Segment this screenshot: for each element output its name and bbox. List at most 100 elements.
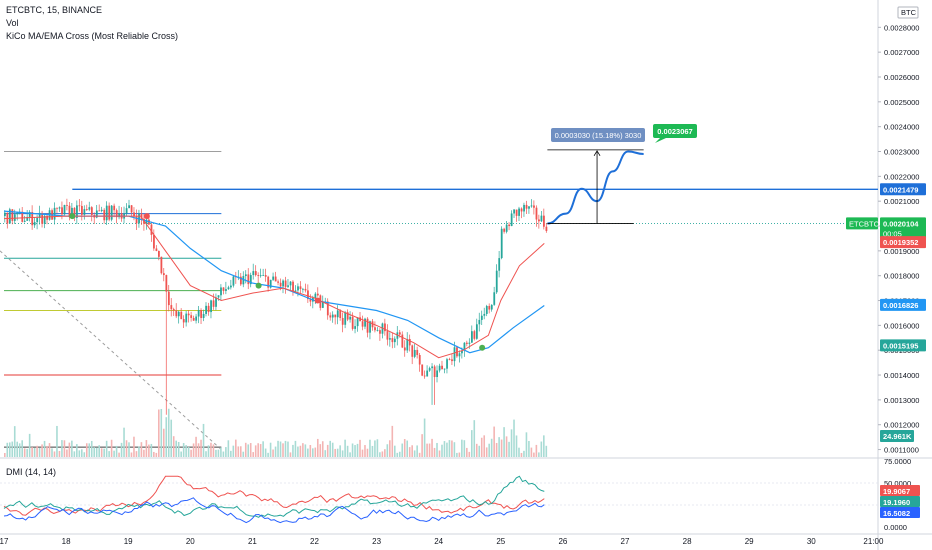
- volume-bar: [192, 443, 195, 457]
- candle-body: [513, 209, 516, 214]
- volume-bar: [68, 442, 71, 457]
- volume-bar: [389, 440, 391, 457]
- candle-body: [110, 205, 113, 220]
- candle-body: [453, 347, 456, 362]
- candle-body: [167, 291, 170, 306]
- volume-bar: [493, 426, 495, 457]
- candle-body: [38, 212, 41, 219]
- volume-bar: [354, 445, 356, 457]
- candle-body: [416, 349, 419, 355]
- candle-body: [326, 301, 329, 316]
- x-tick-label: 20: [186, 537, 195, 546]
- volume-bar: [182, 443, 185, 457]
- candle-body: [436, 370, 439, 378]
- candle-body: [421, 364, 424, 376]
- x-tick-label: 29: [745, 537, 754, 546]
- candle-body: [26, 216, 29, 221]
- volume-bar: [329, 440, 332, 457]
- symbol-header[interactable]: ETCBTC, 15, BINANCE: [6, 5, 103, 15]
- candle-body: [446, 359, 448, 369]
- candle-body: [299, 286, 302, 290]
- x-tick-label: 18: [62, 537, 71, 546]
- candle-body: [269, 279, 272, 288]
- candle-body: [81, 205, 83, 215]
- dmi-legend[interactable]: DMI (14, 14): [6, 467, 57, 477]
- candle-body: [165, 275, 168, 292]
- candle-body: [346, 312, 349, 320]
- volume-bar: [533, 452, 535, 457]
- volume-bar: [543, 435, 545, 457]
- volume-bar: [103, 448, 105, 457]
- y-tick-label: 0.0014000: [884, 371, 919, 380]
- y-tick-label: 0.0018000: [884, 272, 919, 281]
- volume-bar: [185, 445, 187, 457]
- volume-bar: [259, 444, 262, 457]
- volume-legend[interactable]: Vol: [6, 18, 19, 28]
- candle-body: [88, 207, 91, 210]
- candle-body: [98, 210, 101, 212]
- volume-bar: [538, 452, 540, 457]
- candle-body: [76, 205, 78, 218]
- candle-body: [23, 220, 26, 222]
- candle-body: [232, 276, 235, 286]
- volume-bar: [187, 446, 190, 457]
- volume-bar: [28, 433, 31, 457]
- target-badge-bg: [653, 124, 697, 138]
- volume-bar: [396, 452, 399, 457]
- volume-bar: [386, 444, 389, 457]
- volume-bar: [257, 443, 259, 457]
- y-tick-label: 0.0011000: [884, 446, 919, 455]
- indicator-legend[interactable]: KiCo MA/EMA Cross (Most Reliable Cross): [6, 31, 179, 41]
- resistance-badge-bg: [880, 183, 926, 196]
- volume-bar: [175, 440, 177, 457]
- volume-bar: [299, 445, 302, 457]
- volume-bar: [294, 440, 297, 457]
- candle-body: [461, 350, 463, 354]
- dmi-tick-label: 75.0000: [884, 457, 911, 466]
- candle-body: [379, 330, 381, 334]
- volume-bar: [485, 447, 488, 457]
- candle-body: [185, 313, 188, 323]
- volume-bar: [81, 449, 83, 457]
- volume-bar: [235, 439, 237, 457]
- ticker-badge-bg: [846, 217, 878, 230]
- candle-body: [403, 347, 406, 351]
- candle-body: [356, 317, 359, 327]
- candle-body: [334, 314, 337, 318]
- candle-body: [431, 366, 434, 369]
- candle-body: [83, 209, 86, 215]
- volume-bar: [384, 449, 386, 457]
- volume-badge-bg: [880, 430, 914, 442]
- candle-body: [217, 295, 220, 298]
- volume-bar: [130, 452, 133, 457]
- volume-bar: [190, 449, 192, 457]
- candle-body: [297, 286, 299, 291]
- candle-body: [369, 321, 371, 333]
- volume-bar: [23, 448, 26, 457]
- dmi-badge-bg: [880, 485, 920, 496]
- candle-body: [480, 315, 483, 320]
- volume-bar: [222, 451, 225, 457]
- x-tick-label: 28: [683, 537, 692, 546]
- candle-body: [341, 318, 344, 325]
- volume-bar: [93, 447, 96, 457]
- cross-marker: [255, 282, 262, 289]
- volume-bar: [36, 445, 38, 457]
- candle-body: [177, 311, 180, 317]
- volume-bar: [71, 440, 73, 457]
- volume-bar: [371, 445, 374, 457]
- trend-line: [0, 250, 222, 450]
- volume-bar: [197, 443, 200, 457]
- candle-body: [207, 305, 210, 313]
- volume-bar: [525, 432, 528, 457]
- volume-bar: [202, 423, 205, 457]
- candle-body: [515, 209, 518, 216]
- candle-body: [294, 290, 297, 292]
- x-tick-label: 22: [310, 537, 319, 546]
- candle-body: [244, 274, 247, 277]
- volume-bar: [393, 445, 396, 457]
- candle-body: [205, 305, 208, 314]
- volume-bar: [448, 440, 451, 457]
- dmi-badge: 19.9067: [883, 487, 910, 496]
